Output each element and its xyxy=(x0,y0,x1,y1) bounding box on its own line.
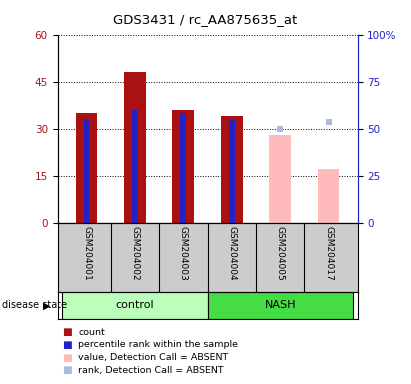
Text: disease state: disease state xyxy=(2,300,67,310)
Text: GSM204017: GSM204017 xyxy=(324,226,333,281)
Text: rank, Detection Call = ABSENT: rank, Detection Call = ABSENT xyxy=(78,366,224,375)
Text: ■: ■ xyxy=(62,365,72,375)
Text: count: count xyxy=(78,328,105,337)
Text: GSM204002: GSM204002 xyxy=(130,226,139,281)
Text: GSM204003: GSM204003 xyxy=(179,226,188,281)
Bar xyxy=(124,72,146,223)
Text: control: control xyxy=(115,300,154,310)
Text: ■: ■ xyxy=(62,353,72,362)
Text: ■: ■ xyxy=(62,327,72,337)
Text: ▶: ▶ xyxy=(43,300,51,310)
Text: NASH: NASH xyxy=(264,300,296,310)
Bar xyxy=(62,292,208,319)
Bar xyxy=(269,135,291,223)
Bar xyxy=(173,110,194,223)
Text: value, Detection Call = ABSENT: value, Detection Call = ABSENT xyxy=(78,353,229,362)
Text: GSM204005: GSM204005 xyxy=(276,226,285,281)
Text: GDS3431 / rc_AA875635_at: GDS3431 / rc_AA875635_at xyxy=(113,13,298,26)
Text: ■: ■ xyxy=(62,340,72,350)
Bar xyxy=(76,113,97,223)
Text: GSM204004: GSM204004 xyxy=(227,226,236,281)
Bar xyxy=(132,110,138,223)
Bar xyxy=(208,292,353,319)
Text: percentile rank within the sample: percentile rank within the sample xyxy=(78,340,238,349)
Bar xyxy=(221,116,242,223)
Bar xyxy=(318,169,339,223)
Bar xyxy=(84,119,90,223)
Text: GSM204001: GSM204001 xyxy=(82,226,91,281)
Bar xyxy=(180,113,186,223)
Bar xyxy=(229,119,235,223)
